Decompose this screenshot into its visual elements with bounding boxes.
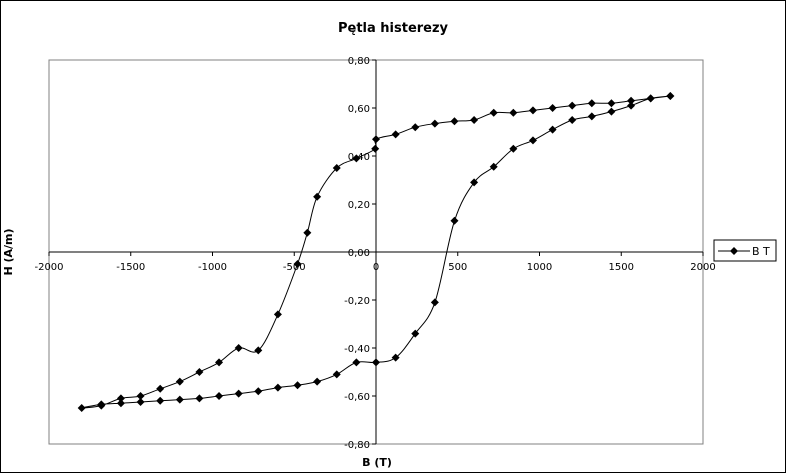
data-point [509,108,518,117]
legend-label: B T [752,245,770,258]
x-tick-label: 500 [448,262,467,273]
y-tick-label: 0,00 [348,248,370,259]
x-tick-label: 1500 [609,262,634,273]
x-tick-label: -2000 [34,262,63,273]
x-tick-label: 1000 [527,262,552,273]
x-tick-label: 2000 [690,262,715,273]
data-point [273,310,282,319]
data-point [116,399,125,408]
data-point [136,392,145,400]
data-point [411,329,420,338]
y-tick-label: 0,20 [348,200,370,211]
data-point [528,136,537,145]
data-point [391,130,400,139]
y-tick-label: -0,40 [344,344,370,355]
data-point [509,144,518,153]
data-point [313,192,322,201]
x-tick-label: -1000 [198,262,227,273]
data-point [332,370,341,379]
x-tick-label: -1500 [116,262,145,273]
data-point [254,387,263,396]
data-point [215,392,224,400]
legend: B T [713,239,777,262]
data-point [313,377,322,386]
data-point [646,94,655,103]
data-point [195,368,204,376]
data-point [372,135,380,144]
data-point [430,119,439,128]
data-point [352,358,361,367]
data-point [548,125,557,134]
data-point [666,92,675,100]
data-point [293,381,302,390]
x-tick-label: 0 [373,262,379,273]
data-point [116,394,125,403]
data-point [587,99,596,108]
data-point [303,228,312,237]
data-point [254,346,263,355]
data-point [293,260,302,268]
data-point [528,106,537,115]
data-point [470,116,479,124]
y-tick-label: -0,60 [344,392,370,403]
axes: -2000 -1500 -1000 -500 0 500 1000 1500 2000 -0,80… [34,56,715,451]
data-point [450,117,459,126]
chart-title: Pętla histerezy [338,21,449,36]
data-point [587,112,596,121]
data-point [156,384,165,393]
data-point [489,162,498,171]
data-point [136,398,145,406]
legend-marker [730,247,738,255]
x-tick-label: -500 [283,262,306,273]
data-point [371,144,380,153]
data-point [77,404,86,412]
data-point [372,358,380,367]
series-group [77,92,675,412]
data-point [352,154,361,163]
data-point [411,123,420,132]
data-point [470,178,479,187]
data-point [627,96,636,105]
data-point [489,108,498,117]
data-point [332,164,341,172]
data-point [156,396,165,405]
y-tick-label: -0,20 [344,296,370,307]
data-point [548,104,557,112]
data-point [391,353,400,362]
data-point [195,394,204,403]
y-tick-label: -0,80 [344,440,370,451]
data-point [175,395,184,404]
y-tick-label: 0,60 [348,104,370,115]
data-point [97,400,106,409]
y-tick-label: 0,80 [348,56,370,67]
data-point [607,107,616,116]
y-axis-title: H (A/m) [2,228,15,275]
data-point [234,389,243,398]
data-point [450,216,459,225]
data-point [568,116,577,124]
data-point [430,298,439,307]
data-point [215,358,224,367]
data-point [234,344,243,352]
data-point [273,383,282,392]
data-point [175,377,184,386]
data-point [607,99,616,108]
data-point [627,101,636,110]
data-point [568,101,577,110]
x-axis-title: B (T) [362,456,392,469]
